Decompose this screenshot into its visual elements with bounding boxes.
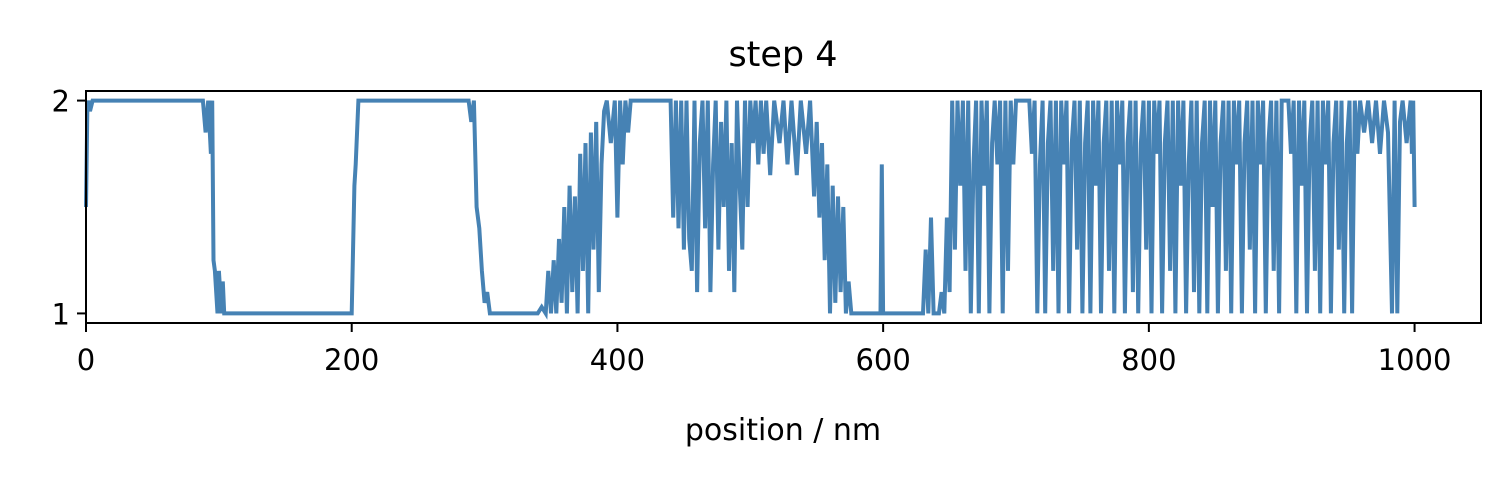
- x-axis: 0 200 400 600 800 1000: [77, 323, 1452, 377]
- x-tick-label: 400: [590, 343, 645, 377]
- series-line-0: [84, 98, 1417, 320]
- axes-frame: [85, 90, 1482, 324]
- y-axis: 12: [52, 85, 86, 331]
- x-axis-title: position / nm: [685, 413, 881, 448]
- chart-title: step 4: [728, 35, 837, 75]
- x-tick-label: 800: [1121, 343, 1176, 377]
- x-tick-label: 0: [77, 343, 95, 377]
- x-tick-label: 200: [324, 343, 379, 377]
- y-tick-label: 2: [52, 85, 70, 119]
- plot-area: [84, 98, 1417, 320]
- x-tick-label: 600: [855, 343, 910, 377]
- y-tick-label: 1: [52, 297, 70, 331]
- x-tick-label: 1000: [1378, 343, 1452, 377]
